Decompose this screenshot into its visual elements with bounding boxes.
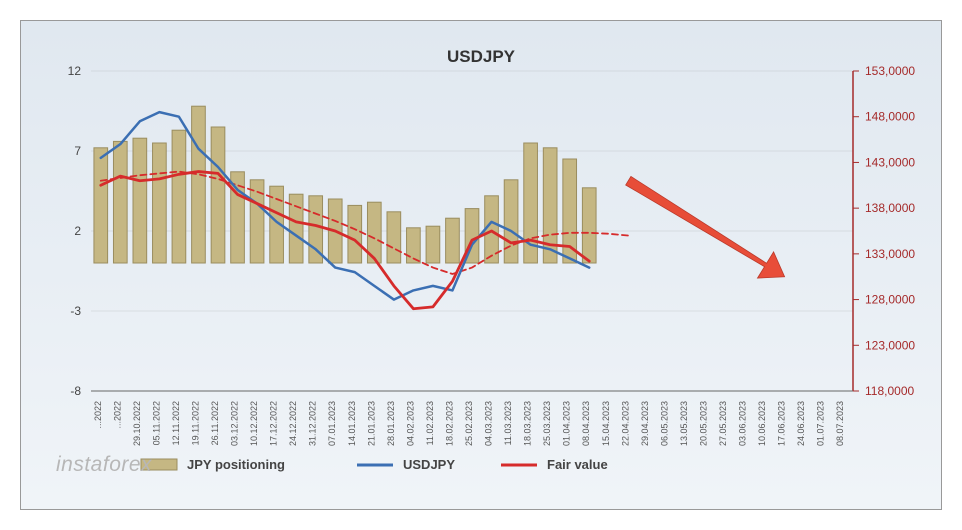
svg-text:22.04.2023: 22.04.2023 xyxy=(620,401,630,446)
svg-text:12.11.2022: 12.11.2022 xyxy=(171,401,181,445)
svg-text:29.10.2022: 29.10.2022 xyxy=(132,401,142,446)
svg-text:153,0000: 153,0000 xyxy=(865,64,915,78)
svg-text:118,0000: 118,0000 xyxy=(865,384,914,398)
svg-text:08.04.2023: 08.04.2023 xyxy=(581,401,591,446)
svg-text:01.04.2023: 01.04.2023 xyxy=(562,401,572,446)
svg-text:11.03.2023: 11.03.2023 xyxy=(503,401,513,445)
svg-text:-8: -8 xyxy=(70,384,81,398)
svg-text:20.05.2023: 20.05.2023 xyxy=(698,401,708,446)
svg-text:18.03.2023: 18.03.2023 xyxy=(523,401,533,446)
svg-text:128,0000: 128,0000 xyxy=(865,293,915,307)
svg-text:10.06.2023: 10.06.2023 xyxy=(757,401,767,446)
chart-container: USDJPY -8-32712118,0000123,0000128,00001… xyxy=(0,0,962,530)
svg-text:7: 7 xyxy=(74,144,81,158)
svg-text:01.07.2023: 01.07.2023 xyxy=(816,401,826,446)
svg-text:143,0000: 143,0000 xyxy=(865,155,915,169)
svg-text:JPY positioning: JPY positioning xyxy=(187,457,285,472)
svg-text:18.02.2023: 18.02.2023 xyxy=(444,401,454,446)
svg-text:29.04.2023: 29.04.2023 xyxy=(640,401,650,446)
svg-text:...2022: ...2022 xyxy=(112,401,122,429)
svg-text:25.02.2023: 25.02.2023 xyxy=(464,401,474,446)
svg-text:07.01.2023: 07.01.2023 xyxy=(327,401,337,446)
chart-title: USDJPY xyxy=(21,47,941,67)
svg-text:138,0000: 138,0000 xyxy=(865,201,915,215)
svg-text:13.05.2023: 13.05.2023 xyxy=(679,401,689,446)
svg-text:06.05.2023: 06.05.2023 xyxy=(659,401,669,446)
chart-plot: -8-32712118,0000123,0000128,0000133,0000… xyxy=(91,71,853,391)
svg-text:04.03.2023: 04.03.2023 xyxy=(484,401,494,446)
watermark: instaforex xyxy=(56,453,152,477)
svg-text:...2022: ...2022 xyxy=(93,401,103,429)
svg-text:-3: -3 xyxy=(70,304,81,318)
svg-text:USDJPY: USDJPY xyxy=(403,457,455,472)
svg-text:Fair value: Fair value xyxy=(547,457,608,472)
svg-text:133,0000: 133,0000 xyxy=(865,247,915,261)
svg-text:17.06.2023: 17.06.2023 xyxy=(777,401,787,446)
svg-text:27.05.2023: 27.05.2023 xyxy=(718,401,728,446)
svg-text:03.06.2023: 03.06.2023 xyxy=(738,401,748,446)
svg-text:25.03.2023: 25.03.2023 xyxy=(542,401,552,446)
svg-text:10.12.2022: 10.12.2022 xyxy=(249,401,259,446)
svg-text:17.12.2022: 17.12.2022 xyxy=(269,401,279,446)
svg-text:08.07.2023: 08.07.2023 xyxy=(835,401,845,446)
svg-text:24.12.2022: 24.12.2022 xyxy=(288,401,298,446)
svg-text:28.01.2023: 28.01.2023 xyxy=(386,401,396,446)
svg-text:19.11.2022: 19.11.2022 xyxy=(190,401,200,445)
svg-text:148,0000: 148,0000 xyxy=(865,110,915,124)
svg-text:24.06.2023: 24.06.2023 xyxy=(796,401,806,446)
svg-text:21.01.2023: 21.01.2023 xyxy=(366,401,376,446)
svg-text:15.04.2023: 15.04.2023 xyxy=(601,401,611,446)
svg-text:123,0000: 123,0000 xyxy=(865,338,915,352)
svg-text:12: 12 xyxy=(68,64,82,78)
svg-text:11.02.2023: 11.02.2023 xyxy=(425,401,435,445)
svg-text:04.02.2023: 04.02.2023 xyxy=(405,401,415,446)
svg-text:31.12.2022: 31.12.2022 xyxy=(308,401,318,446)
svg-text:26.11.2022: 26.11.2022 xyxy=(210,401,220,445)
svg-text:14.01.2023: 14.01.2023 xyxy=(347,401,357,446)
svg-text:05.11.2022: 05.11.2022 xyxy=(151,401,161,445)
chart-frame: USDJPY -8-32712118,0000123,0000128,00001… xyxy=(20,20,942,510)
svg-text:03.12.2022: 03.12.2022 xyxy=(230,401,240,446)
svg-text:2: 2 xyxy=(74,224,81,238)
